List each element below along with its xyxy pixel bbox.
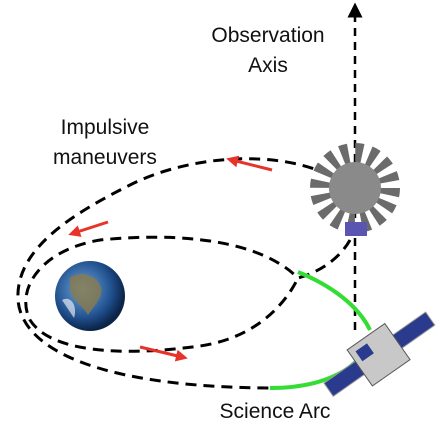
spacecraft bbox=[316, 301, 440, 408]
starshade bbox=[321, 154, 389, 236]
label: Impulsive bbox=[61, 116, 150, 139]
labels: Observation Axis Impulsive maneuvers Sci… bbox=[53, 24, 330, 423]
earth bbox=[55, 261, 125, 331]
label: Axis bbox=[248, 54, 288, 77]
label: Observation bbox=[211, 24, 324, 47]
label: maneuvers bbox=[53, 146, 157, 169]
diagram: Observation Axis Impulsive maneuvers Sci… bbox=[0, 0, 440, 432]
label: Science Arc bbox=[220, 400, 331, 423]
